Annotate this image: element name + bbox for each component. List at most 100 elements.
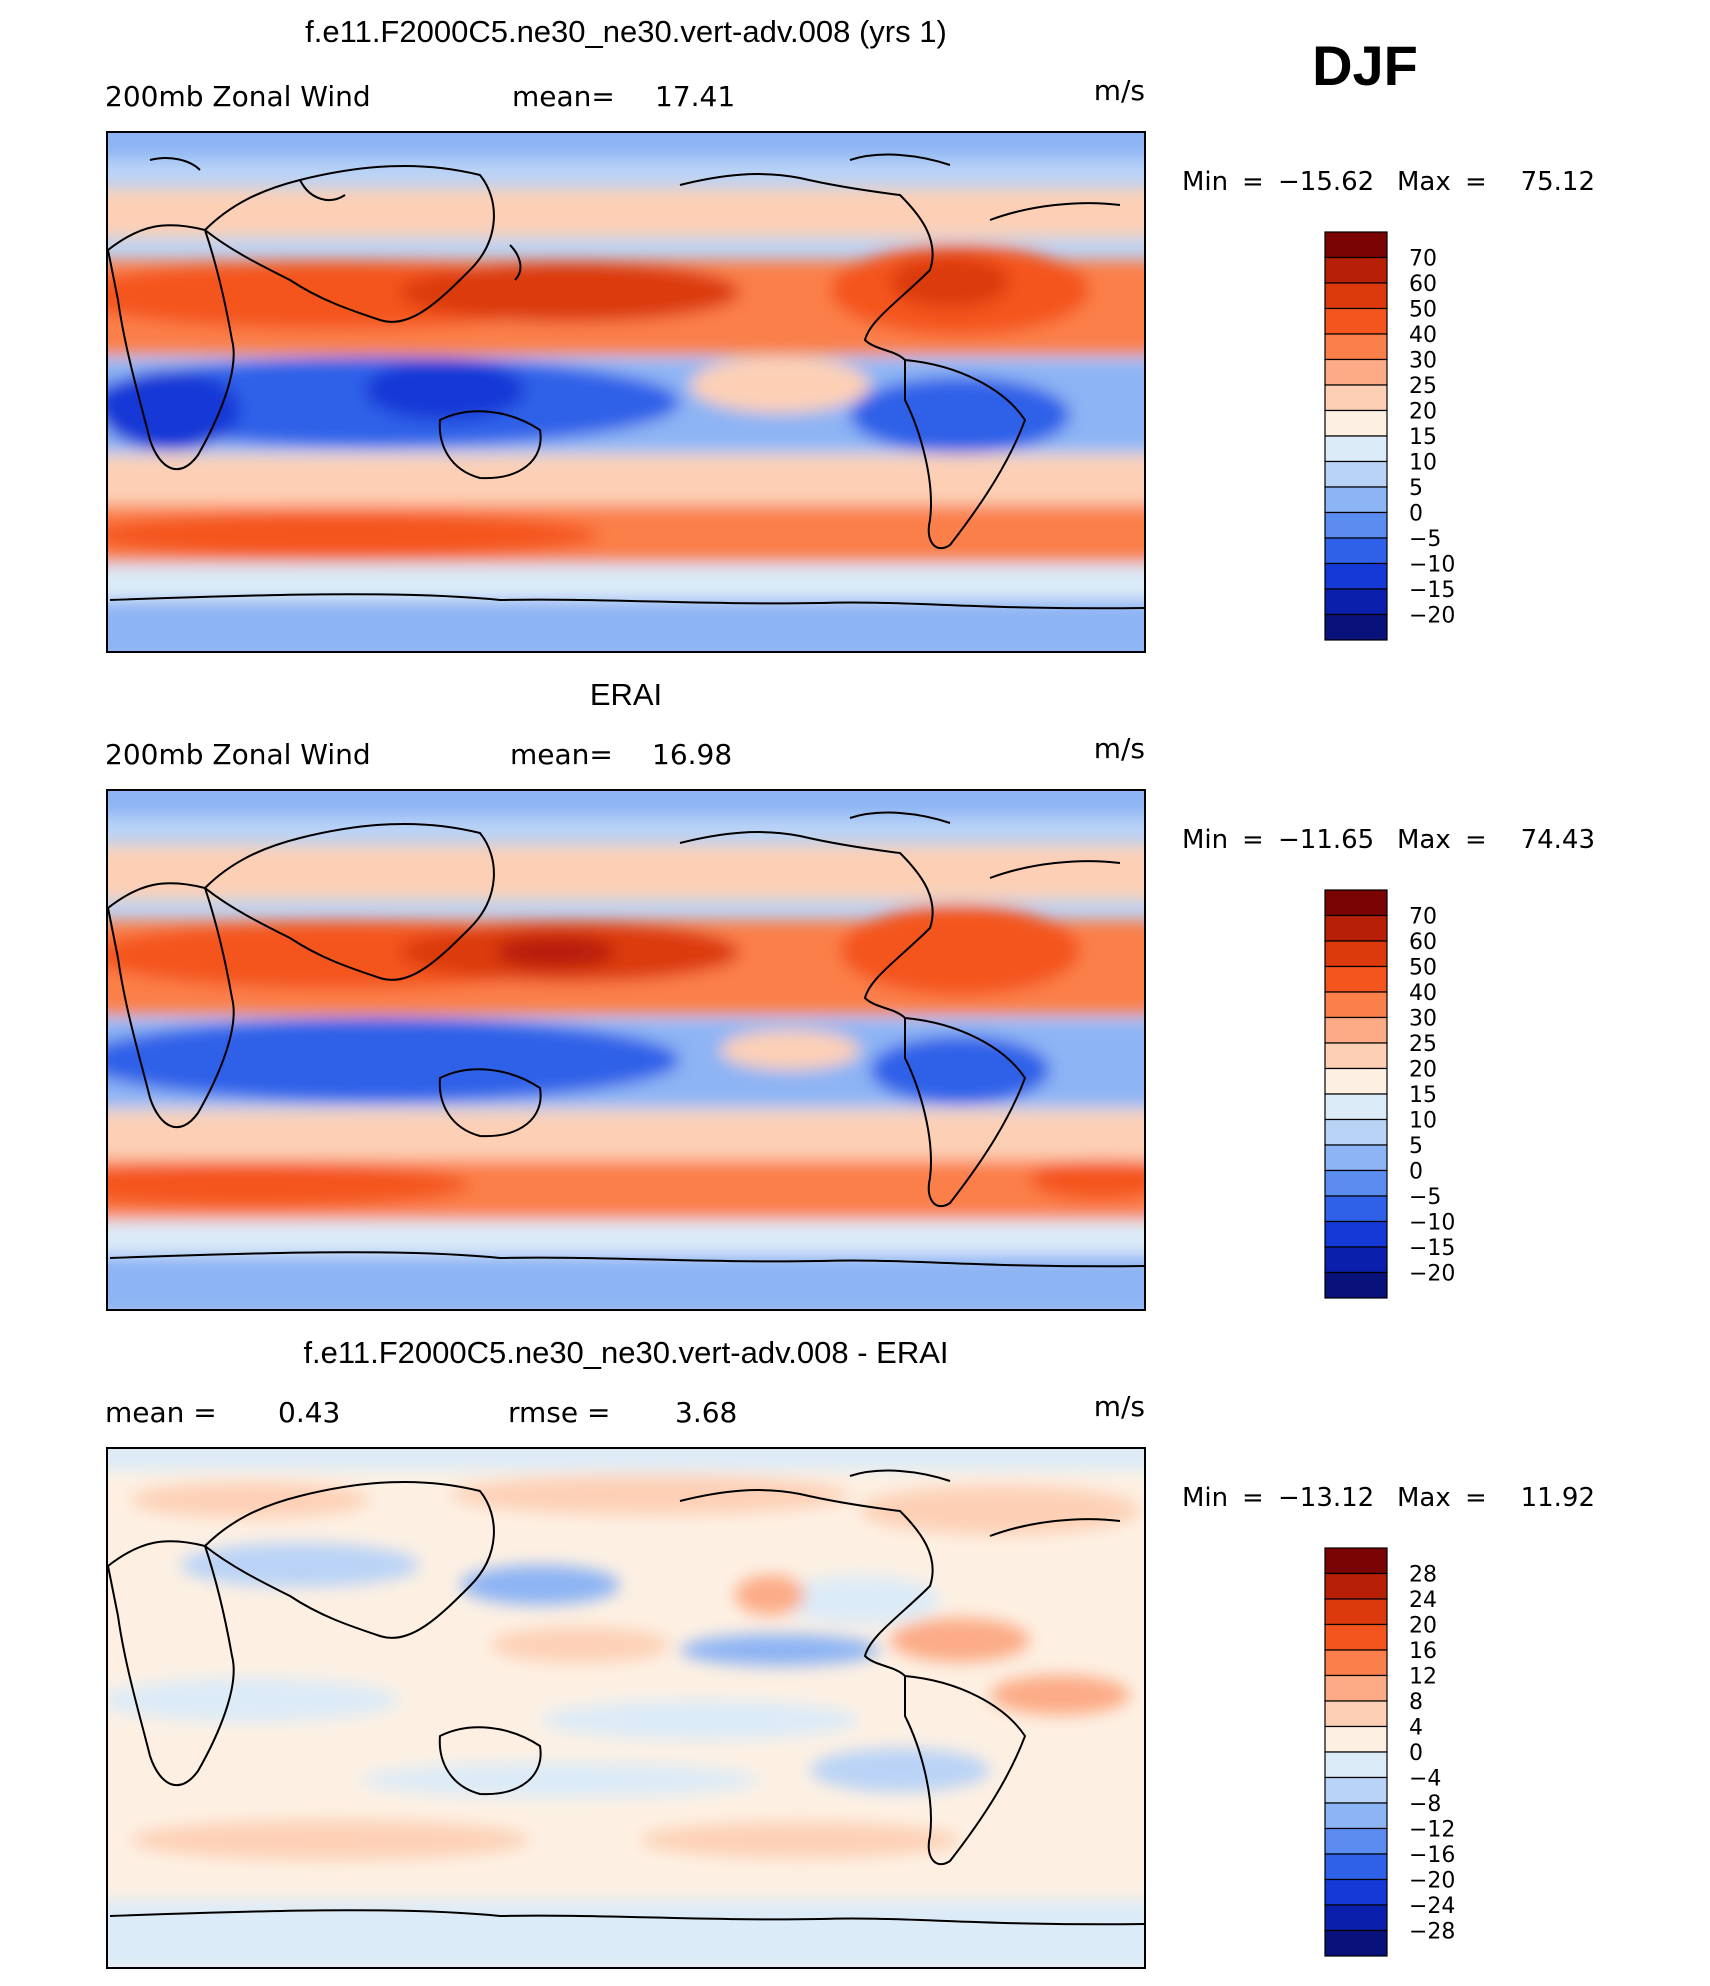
colorbar-swatch [1324, 1042, 1388, 1070]
colorbar-tick-label: 40 [1409, 323, 1437, 348]
colorbar-tick-label: −20 [1409, 1869, 1455, 1894]
colorbar-swatch [1324, 588, 1388, 616]
max-value: 74.43 [1521, 825, 1595, 855]
colorbar-swatch [1324, 256, 1388, 284]
max-value: 11.92 [1521, 1483, 1595, 1513]
colorbar-swatch [1324, 1853, 1388, 1881]
colorbar-tick-label: −10 [1409, 553, 1455, 578]
colorbar-swatch [1324, 889, 1388, 917]
min-value: −11.65 [1278, 825, 1374, 855]
variable-label: 200mb Zonal Wind [105, 738, 371, 771]
colorbar-swatch [1324, 1776, 1388, 1804]
colorbar-swatch [1324, 384, 1388, 412]
units-label: m/s [1094, 74, 1145, 107]
map-frame [106, 1447, 1146, 1969]
colorbar-swatch [1324, 1195, 1388, 1223]
colorbar-tick-label: 15 [1409, 425, 1437, 450]
colorbar-swatch [1324, 1144, 1388, 1172]
map-frame [106, 789, 1146, 1311]
coastlines [107, 1469, 1145, 1926]
mean-value: 16.98 [652, 738, 732, 771]
colorbar-tick-label: 10 [1409, 1109, 1437, 1134]
min-value: −15.62 [1278, 167, 1374, 197]
colorbar-swatch [1324, 1751, 1388, 1779]
coastlines [107, 153, 1145, 610]
colorbar-tick-label: −8 [1409, 1792, 1441, 1817]
mean-label: mean = [105, 1396, 217, 1429]
colorbar-tick-label: −24 [1409, 1894, 1455, 1919]
field-map [107, 1448, 1145, 1968]
colorbar-tick-label: 12 [1409, 1665, 1437, 1690]
colorbar-swatch [1324, 460, 1388, 488]
colorbar-tick-label: 60 [1409, 272, 1437, 297]
colorbar-swatch [1324, 965, 1388, 993]
colorbar-tick-label: −28 [1409, 1920, 1455, 1945]
min-value: −13.12 [1278, 1483, 1374, 1513]
colorbar-tick-label: 70 [1409, 905, 1437, 930]
field-map [107, 132, 1145, 652]
rmse-label: rmse = [508, 1396, 610, 1429]
min-label: Min [1182, 1483, 1228, 1513]
colorbar-swatch [1324, 1246, 1388, 1274]
min-equals: = [1242, 825, 1264, 855]
panel-title: f.e11.F2000C5.ne30_ne30.vert-adv.008 (yr… [305, 14, 947, 49]
variable-label: 200mb Zonal Wind [105, 80, 371, 113]
colorbar-swatch [1324, 486, 1388, 514]
colorbar-swatch [1324, 1904, 1388, 1932]
max-label: Max [1397, 1483, 1451, 1513]
panel-obs: ERAI 200mb Zonal Wind mean= 16.98 m/s [105, 677, 1595, 1311]
colorbar-swatch [1324, 1067, 1388, 1095]
colorbar-tick-label: 16 [1409, 1639, 1437, 1664]
colorbar-swatch [1324, 1598, 1388, 1626]
colorbar-swatch [1324, 511, 1388, 539]
colorbar-tick-label: 20 [1409, 400, 1437, 425]
colorbar-tick-label: 30 [1409, 349, 1437, 374]
colorbar-tick-label: 20 [1409, 1614, 1437, 1639]
colorbar-swatch [1324, 613, 1388, 641]
colorbar-swatch [1324, 940, 1388, 968]
field-map [107, 790, 1145, 1310]
colorbar-tick-label: −12 [1409, 1818, 1455, 1843]
colorbar-swatch [1324, 1118, 1388, 1146]
colorbar-tick-label: 70 [1409, 247, 1437, 272]
colorbar-swatch [1324, 562, 1388, 590]
max-value: 75.12 [1521, 167, 1595, 197]
colorbar-swatch [1324, 435, 1388, 463]
colorbar-tick-label: 5 [1409, 476, 1423, 501]
colorbar-tick-label: 25 [1409, 374, 1437, 399]
colorbar-swatch [1324, 1929, 1388, 1957]
colorbar-tick-label: 50 [1409, 298, 1437, 323]
colorbar-swatch [1324, 1572, 1388, 1600]
colorbar-tick-label: 28 [1409, 1563, 1437, 1588]
max-equals: = [1465, 167, 1487, 197]
rmse-value: 3.68 [675, 1396, 737, 1429]
colorbar-swatch [1324, 282, 1388, 310]
mean-value: 0.43 [278, 1396, 340, 1429]
colorbar-swatch [1324, 307, 1388, 335]
max-label: Max [1397, 167, 1451, 197]
colorbar-swatch [1324, 1169, 1388, 1197]
colorbar-swatch [1324, 914, 1388, 942]
colorbar-tick-label: 0 [1409, 1741, 1423, 1766]
colorbar-tick-label: −15 [1409, 1236, 1455, 1261]
map-frame [106, 131, 1146, 653]
colorbar-swatch [1324, 1623, 1388, 1651]
colorbar-tick-label: −5 [1409, 1185, 1441, 1210]
colorbar-tick-label: 30 [1409, 1007, 1437, 1032]
colorbar-swatch [1324, 991, 1388, 1019]
colorbar-tick-label: −16 [1409, 1843, 1455, 1868]
colorbar-tick-label: 60 [1409, 930, 1437, 955]
colorbar-swatch [1324, 1700, 1388, 1728]
colorbar-swatch [1324, 537, 1388, 565]
min-label: Min [1182, 825, 1228, 855]
colorbar-tick-label: 40 [1409, 981, 1437, 1006]
min-label: Min [1182, 167, 1228, 197]
colorbar-tick-label: −5 [1409, 527, 1441, 552]
colorbar-swatch [1324, 1220, 1388, 1248]
colorbar-tick-label: −15 [1409, 578, 1455, 603]
panel-title: ERAI [590, 677, 662, 712]
colorbar-tick-label: 8 [1409, 1690, 1423, 1715]
